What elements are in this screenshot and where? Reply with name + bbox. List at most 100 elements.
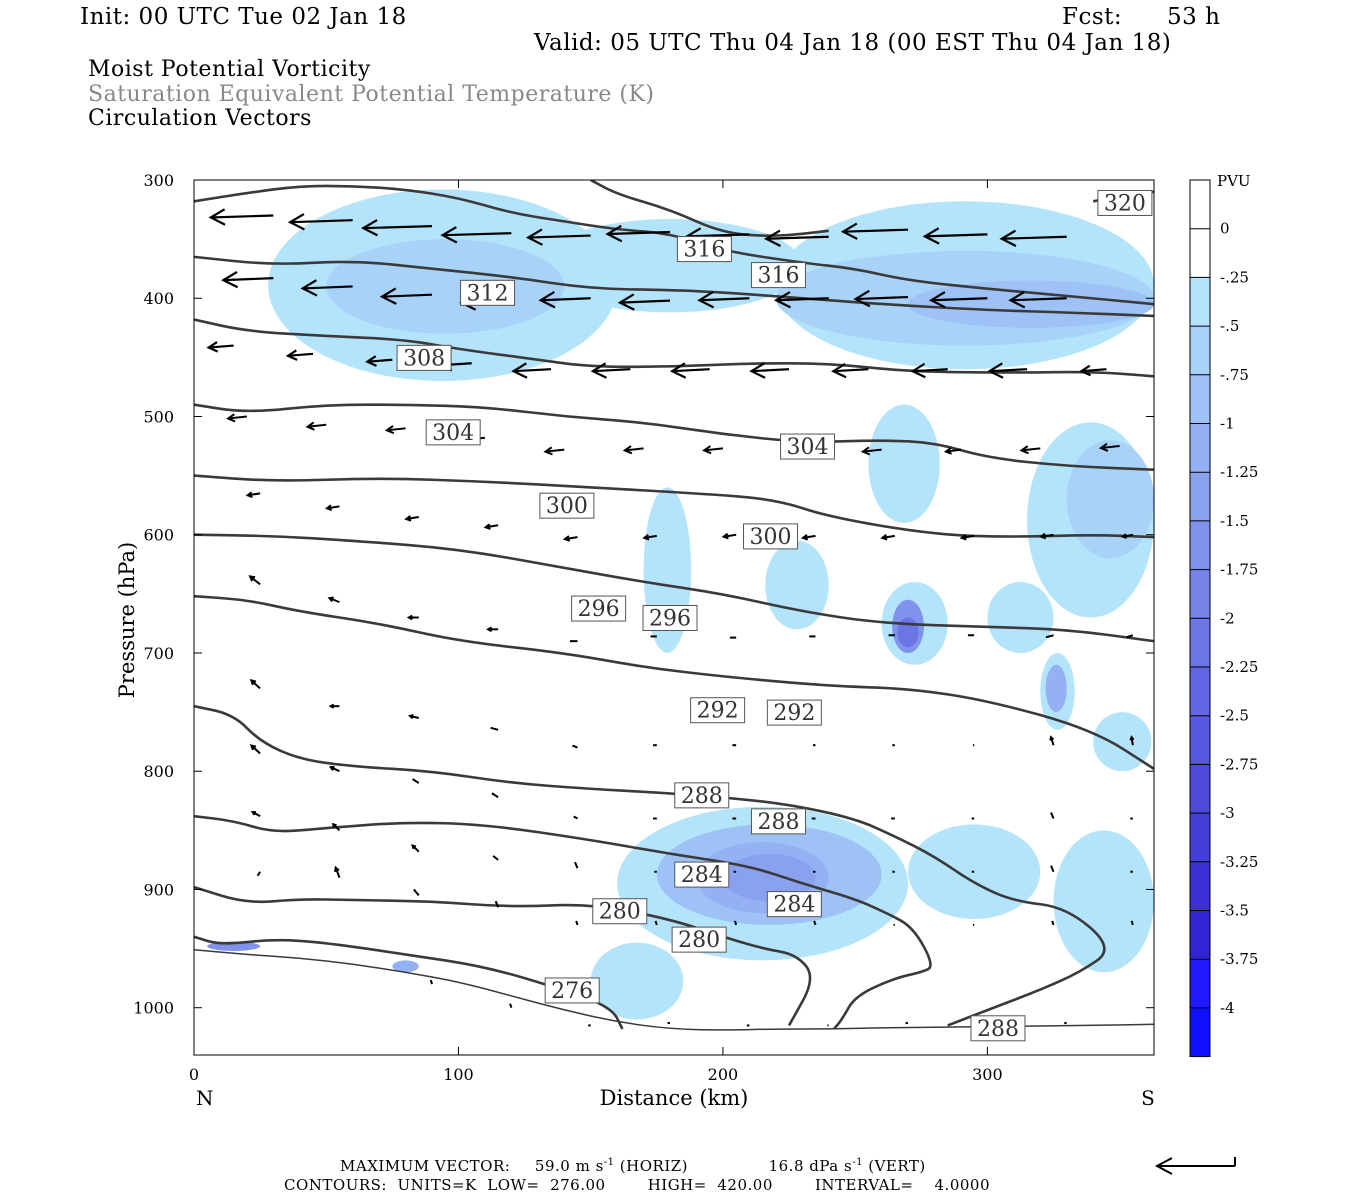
contour-label-text: 276 [551, 979, 593, 1004]
contour-280-2 [194, 885, 812, 1027]
colorbar-label-10: -2.5 [1220, 707, 1249, 725]
vector-62 [406, 614, 419, 621]
contour-label-9: 296 [571, 595, 627, 622]
vector-42 [702, 445, 724, 455]
pv-region-19 [908, 280, 1154, 328]
vector-53 [642, 534, 657, 541]
colorbar-label-1: -.25 [1220, 268, 1249, 286]
pv-region-15 [326, 239, 565, 334]
y-tick-500: 500 [143, 407, 174, 426]
vector-106 [1050, 865, 1055, 873]
contour-296-6 [194, 533, 1154, 643]
vector-46 [1019, 445, 1041, 455]
vector-41 [622, 445, 644, 455]
vector-58 [1038, 532, 1054, 540]
x-tick-200: 200 [708, 1065, 739, 1084]
forecast-hours: 53 h [1167, 4, 1221, 30]
y-tick-300: 300 [143, 171, 174, 190]
contour-label-text: 288 [977, 1017, 1019, 1042]
contour-label-text: 284 [681, 863, 723, 888]
field-title-mpv: Moist Potential Vorticity [88, 57, 371, 82]
vector-24 [206, 341, 234, 353]
y-tick-400: 400 [143, 289, 174, 308]
vector-55 [800, 534, 816, 541]
contour-label-19: 276 [544, 977, 600, 1004]
vector-10 [922, 227, 988, 245]
pv-region-26 [392, 960, 419, 973]
contour-label-text: 304 [787, 435, 829, 460]
contour-label-text: 288 [681, 784, 723, 809]
colorbar-label-11: -2.75 [1220, 755, 1258, 773]
x-tick-300: 300 [972, 1065, 1003, 1084]
vector-50 [404, 515, 419, 522]
x-tick-0: 0 [189, 1065, 199, 1084]
contour-label-text: 296 [649, 607, 691, 632]
contour-label-17: 280 [592, 898, 648, 925]
vector-113 [654, 920, 658, 926]
vector-75 [490, 726, 499, 731]
vector-71 [1126, 634, 1134, 639]
contour-label-text: 320 [1104, 191, 1146, 216]
vector-18 [617, 293, 671, 311]
field-title-vectors: Circulation Vectors [88, 106, 312, 131]
vector-72 [249, 679, 261, 690]
vector-51 [483, 523, 499, 530]
vector-61 [327, 596, 340, 604]
colorbar-swatch-0 [1190, 180, 1210, 229]
max-vert-exp: -1 [852, 1157, 863, 1168]
colorbar-swatch-10 [1190, 667, 1210, 716]
max-vector-line: MAXIMUM VECTOR: 59.0 m s-1 (HORIZ) 16.8 … [340, 1157, 926, 1175]
pv-shading [207, 189, 1154, 1020]
vector-96 [250, 811, 261, 818]
vector-2 [287, 213, 353, 231]
vector-76 [572, 744, 578, 749]
colorbar-label-7: -1.75 [1220, 561, 1258, 579]
vector-74 [408, 714, 420, 720]
colorbar-swatch-15 [1190, 910, 1210, 960]
contour-label-text: 300 [750, 525, 792, 550]
vector-112 [575, 920, 579, 926]
north-label: N [196, 1086, 214, 1110]
vector-52 [562, 535, 578, 542]
vector-12 [194, 280, 195, 282]
contour-label-14: 288 [750, 808, 806, 835]
vector-4 [440, 226, 512, 244]
vector-86 [412, 778, 420, 784]
y-tick-700: 700 [143, 644, 174, 663]
colorbar-swatch-8 [1190, 569, 1210, 619]
colorbar-swatch-11 [1190, 715, 1210, 765]
max-horiz-tag: (HORIZ) [619, 1157, 689, 1175]
vector-15 [379, 287, 433, 305]
vector-34 [987, 362, 1028, 379]
vector-59 [1120, 533, 1134, 539]
vector-56 [880, 534, 895, 541]
colorbar-swatch-5 [1190, 423, 1210, 473]
colorbar-label-8: -2 [1220, 609, 1235, 627]
contour-label-8: 300 [743, 523, 799, 550]
max-vert-tag: (VERT) [868, 1157, 926, 1175]
colorbar-unit: PVU [1217, 172, 1251, 190]
colorbar-swatch-7 [1190, 520, 1210, 570]
vector-33 [910, 362, 948, 379]
contour-label-text: 312 [467, 281, 509, 306]
vector-28 [511, 362, 552, 379]
colorbar-label-4: -1 [1220, 415, 1235, 433]
contour-label-text: 292 [697, 699, 739, 724]
contour-label-text: 300 [546, 494, 588, 519]
vector-13 [221, 270, 274, 289]
colorbar-label-16: -4 [1220, 999, 1235, 1017]
reference-vector [1154, 1157, 1236, 1175]
contour-label-20: 288 [970, 1015, 1026, 1042]
vector-85 [328, 765, 340, 773]
field-title-thetaes: Saturation Equivalent Potential Temperat… [88, 82, 655, 107]
contour-308-9 [194, 318, 1154, 378]
contour-label-16: 284 [766, 891, 822, 918]
contour-320-12 [590, 180, 829, 237]
vector-19 [697, 291, 750, 309]
max-horiz-exp: -1 [603, 1157, 615, 1168]
colorbar-swatch-12 [1190, 764, 1210, 814]
vector-83 [1129, 735, 1135, 746]
contour-284-3 [194, 814, 932, 1030]
vector-57 [959, 534, 975, 541]
pv-region-5 [765, 540, 829, 630]
